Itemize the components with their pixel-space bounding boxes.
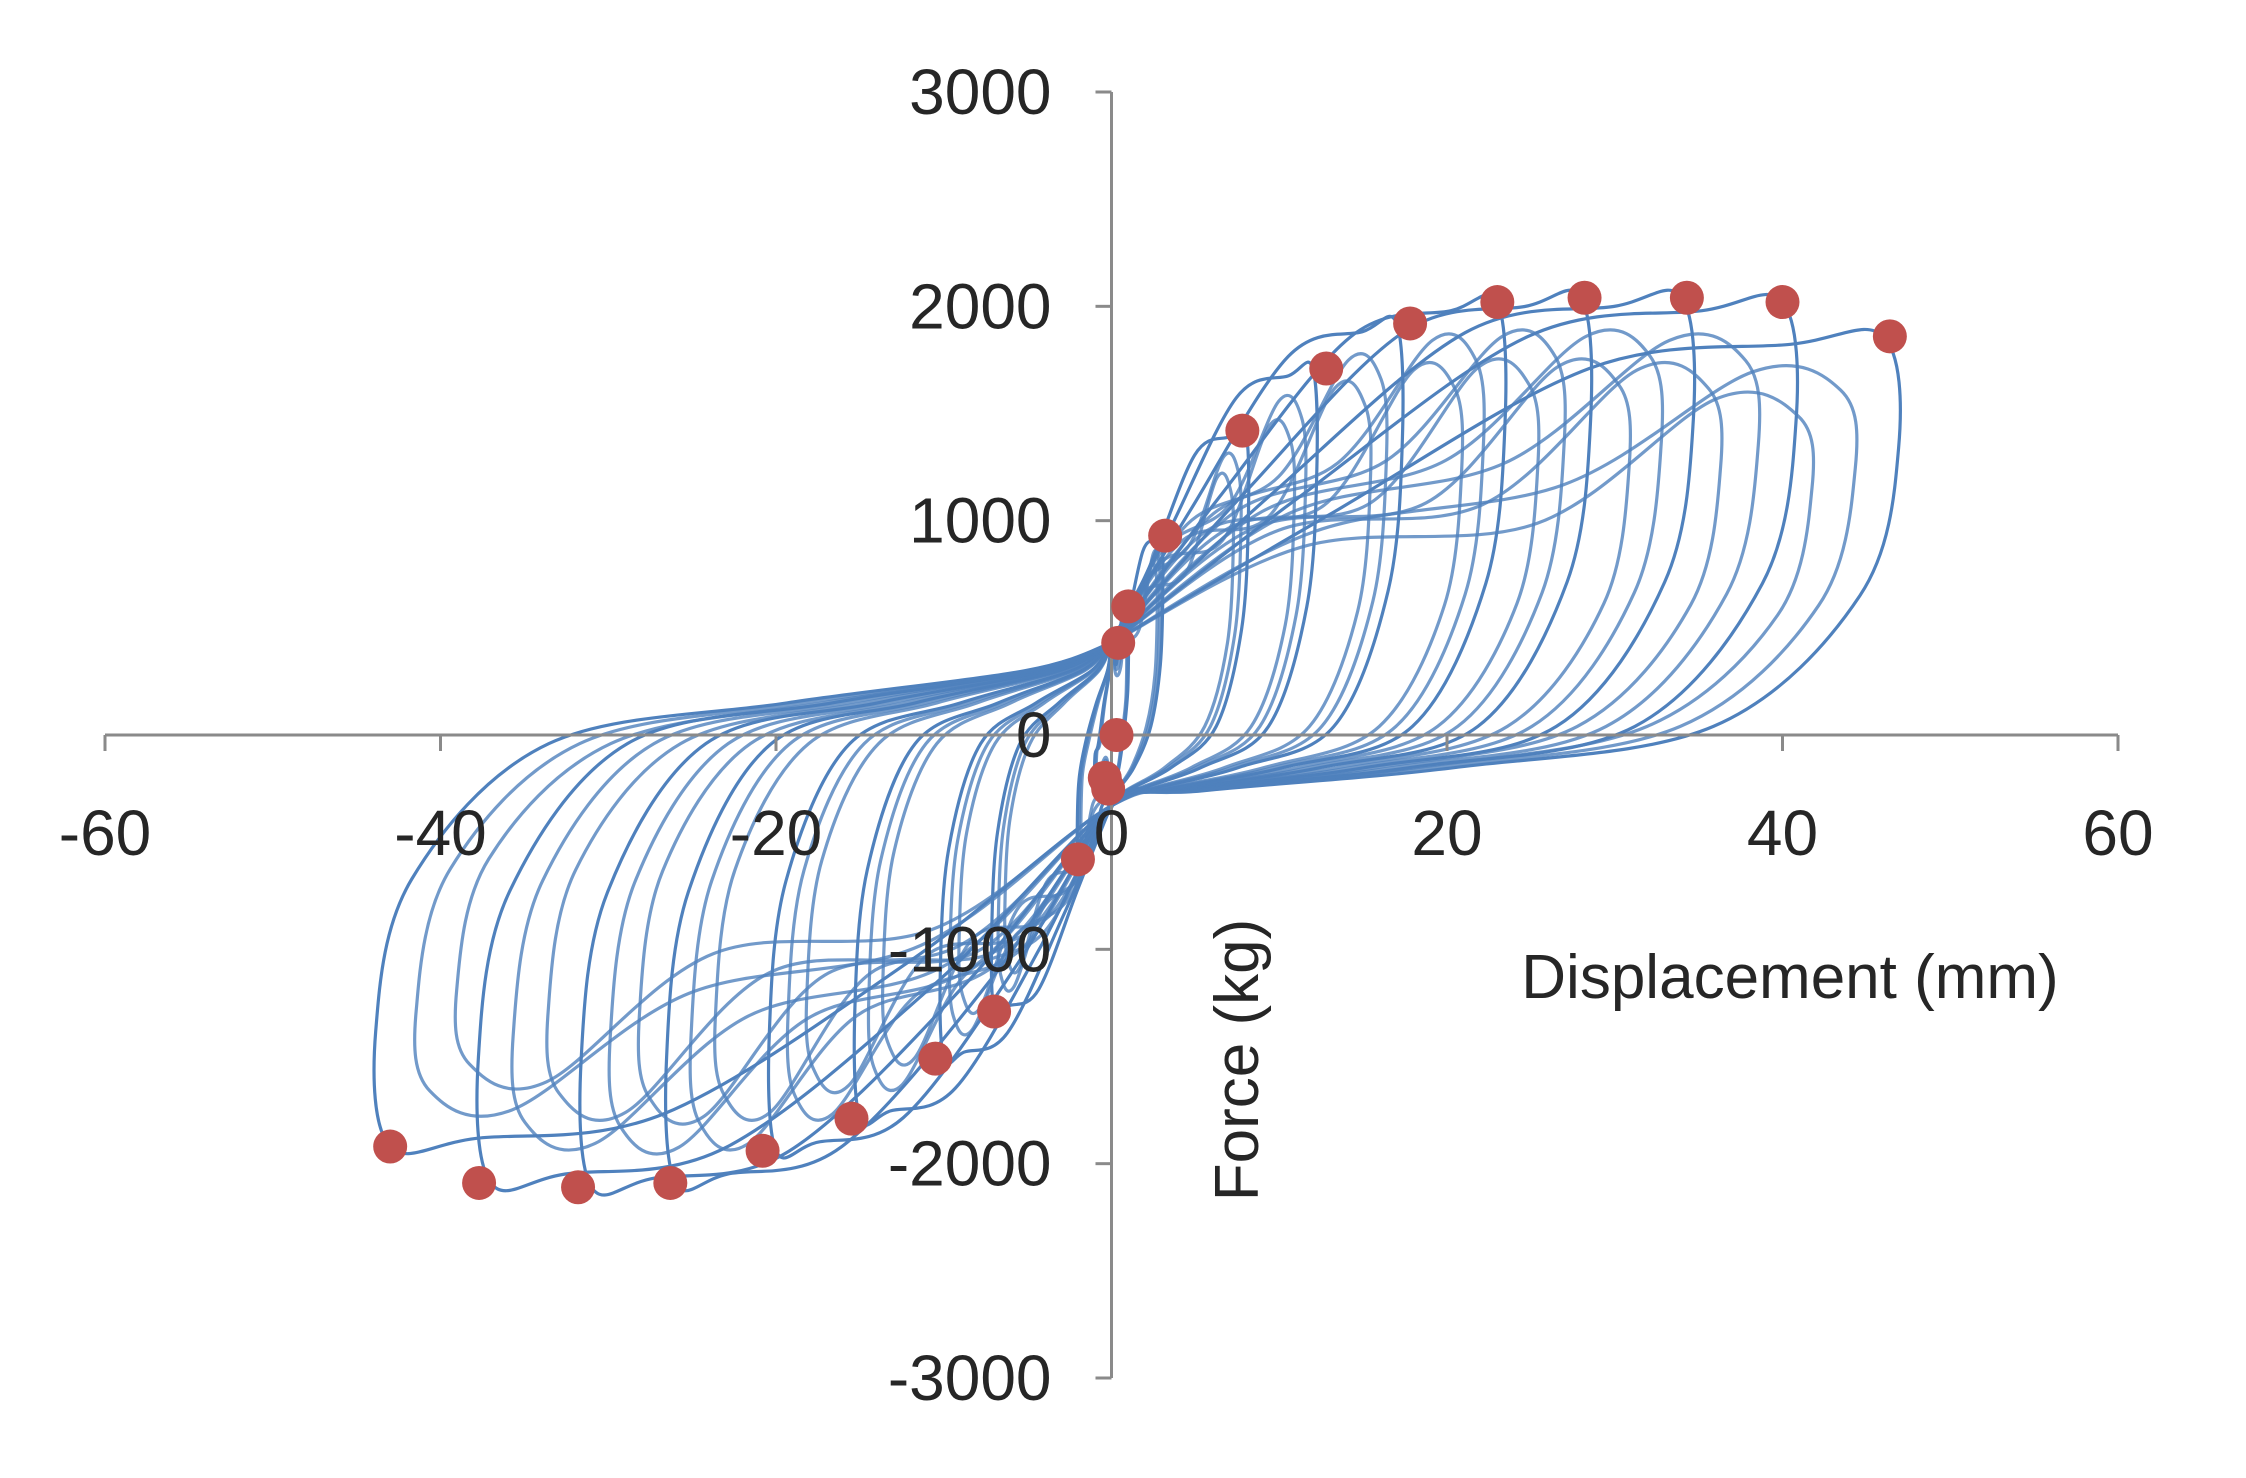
peak-point-23 xyxy=(373,1129,408,1164)
peak-point-3 xyxy=(1148,518,1183,553)
x-tick-label: 0 xyxy=(1094,797,1130,869)
hysteresis-loop-10-cycle-1 xyxy=(372,327,1902,1156)
y-tick-label: -3000 xyxy=(888,1342,1052,1414)
x-tick-label: -40 xyxy=(394,797,487,869)
hysteresis-loop-8-cycle-1 xyxy=(578,288,1697,1197)
y-tick-label: 0 xyxy=(1016,699,1052,771)
peak-point-18 xyxy=(834,1101,869,1136)
peak-point-17 xyxy=(918,1041,953,1076)
peak-point-16 xyxy=(977,994,1012,1029)
peak-point-7 xyxy=(1480,285,1515,320)
y-tick-label: -1000 xyxy=(888,913,1052,985)
hysteresis-loop-9-cycle-2 xyxy=(510,332,1762,1152)
x-tick-label: -20 xyxy=(730,797,823,869)
y-tick-label: 3000 xyxy=(909,56,1051,128)
y-axis-title: Force (kg) xyxy=(1203,919,1272,1201)
peak-point-19 xyxy=(745,1133,780,1168)
peak-point-21 xyxy=(561,1170,596,1205)
y-tick-label: -2000 xyxy=(888,1128,1052,1200)
peak-point-6 xyxy=(1393,306,1428,341)
peak-point-11 xyxy=(1872,319,1907,354)
x-axis-title: Displacement (mm) xyxy=(1521,943,2058,1012)
peak-point-10 xyxy=(1765,285,1800,320)
y-tick-label: 1000 xyxy=(909,485,1051,557)
peak-point-14 xyxy=(1091,771,1126,806)
peak-point-4 xyxy=(1225,413,1260,448)
peak-point-9 xyxy=(1669,280,1704,315)
hysteresis-loop-10-cycle-3 xyxy=(453,390,1816,1091)
peak-point-12 xyxy=(1099,718,1134,752)
tick-labels: -60 -40 -20 0 20 40 60 3000 2000 1000 0 -1000 -2000 -… xyxy=(59,56,2154,1414)
x-tick-label: 60 xyxy=(2082,797,2153,869)
x-tick-label: 40 xyxy=(1747,797,1818,869)
peak-point-20 xyxy=(653,1165,688,1200)
peak-point-15 xyxy=(1060,842,1095,877)
hysteresis-loops xyxy=(372,288,1902,1197)
hysteresis-loop-5-cycle-1 xyxy=(852,314,1405,1127)
peak-point-22 xyxy=(462,1165,497,1200)
peak-point-2 xyxy=(1111,589,1146,624)
x-tick-label: 20 xyxy=(1411,797,1482,869)
peak-points xyxy=(373,280,1907,1205)
peak-point-5 xyxy=(1309,351,1344,386)
peak-point-1 xyxy=(1101,625,1136,660)
x-tick-label: -60 xyxy=(59,797,152,869)
peak-point-8 xyxy=(1567,280,1602,315)
y-tick-label: 2000 xyxy=(909,270,1051,342)
